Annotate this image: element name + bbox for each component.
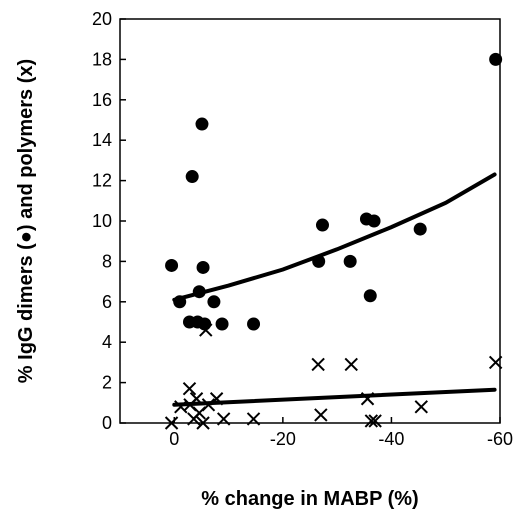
dimer-point [185,170,199,184]
dimer-point [312,254,326,268]
dimer-point [192,285,206,299]
polymer-point [314,408,328,422]
dimer-point [195,117,209,131]
y-tick-label: 16 [92,90,112,110]
dimer-point [363,289,377,303]
x-axis-ticks: 0 -20 -40 -60 [169,417,513,449]
y-axis-title: % IgG dimers (●) and polymers (x) [15,59,37,383]
dimer-point [196,260,210,274]
y-tick-label: 8 [102,251,112,271]
polymer-point [360,392,375,406]
x-tick-label: -40 [378,429,404,449]
dimer-point [315,218,329,232]
x-axis-title: % change in MABP (%) [201,488,418,510]
y-tick-label: 2 [102,373,112,393]
dimer-point [343,254,357,268]
x-tick-label: -60 [487,429,513,449]
polymer-point [364,414,379,428]
polymer-point [216,412,231,426]
polymer-point [199,323,213,337]
polymer-point [182,381,197,396]
dimer-point [207,295,221,309]
data-points [164,52,503,430]
polymer-point [164,416,179,430]
polymer-point [368,414,382,428]
y-tick-label: 12 [92,171,112,191]
polymer-point [488,355,503,370]
y-tick-label: 14 [92,130,112,150]
polymer-point [311,357,325,372]
y-tick-label: 4 [102,332,112,352]
polymer-point [201,398,216,412]
x-tick-label: 0 [169,429,179,449]
polymer-point [414,400,428,414]
plot-frame [119,18,501,424]
polymer-point [189,392,204,406]
y-tick-label: 0 [102,413,112,433]
dimers-trendline [172,172,497,302]
dimer-point [413,222,427,236]
polymer-point [209,392,224,406]
y-tick-label: 20 [92,9,112,29]
trendlines [172,172,497,407]
dimer-point [215,317,229,331]
polymer-point [246,412,261,426]
dimer-point [165,258,179,272]
y-tick-label: 6 [102,292,112,312]
polymer-point [344,357,358,372]
polymer-point [196,416,210,430]
dimer-point [173,295,187,309]
dimer-point [247,317,261,331]
y-tick-label: 18 [92,49,112,69]
y-axis-ticks: 0 2 4 6 8 10 12 14 16 18 20 [92,9,126,433]
dimer-point [489,52,503,66]
polymers-trendline [172,387,497,407]
y-tick-label: 10 [92,211,112,231]
dimer-point [367,214,381,228]
x-tick-label: -20 [270,429,296,449]
